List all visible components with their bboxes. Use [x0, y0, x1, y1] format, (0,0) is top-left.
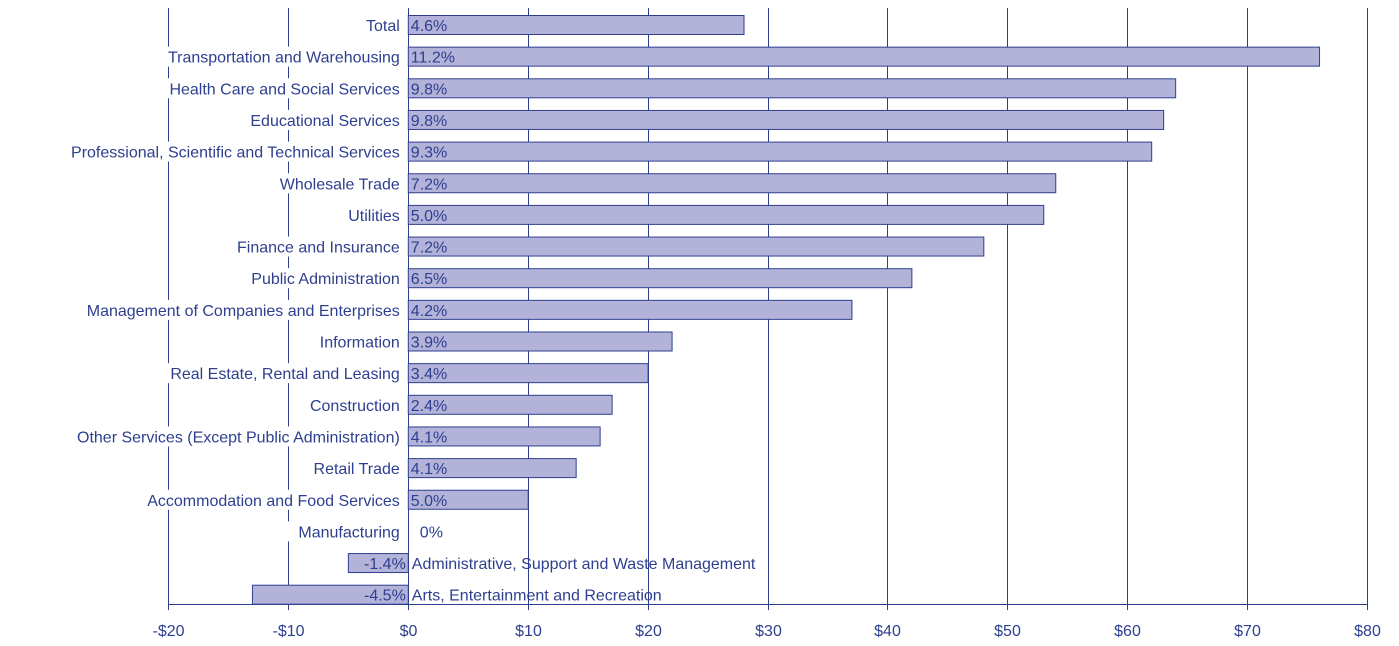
- category-label-bg: [8, 426, 406, 447]
- data-label-1: 11.2%: [411, 50, 455, 67]
- data-label-9: 4.2%: [411, 303, 447, 320]
- category-label-bg: [217, 236, 406, 257]
- data-label-7: 7.2%: [411, 240, 447, 257]
- bar-3: [407, 109, 1165, 130]
- data-label-4: 9.3%: [411, 145, 447, 162]
- category-label-bg: [138, 46, 406, 67]
- data-label-10: 3.9%: [411, 335, 447, 352]
- data-label-14: 4.1%: [411, 461, 447, 478]
- x-tick-label-2: $0: [400, 623, 418, 640]
- data-label-16: 0%: [420, 524, 443, 541]
- x-tick-label-1: -$10: [272, 623, 304, 640]
- category-label-bg: [225, 109, 406, 130]
- category-label-13: Other Services (Except Public Administra…: [77, 429, 400, 446]
- category-label-bg: [0, 141, 406, 162]
- bar-14: [407, 458, 577, 479]
- category-label-15: Accommodation and Food Services: [147, 493, 400, 510]
- x-tick-label-5: $30: [755, 623, 782, 640]
- bar-2: [407, 78, 1177, 99]
- category-label-bg: [321, 204, 406, 225]
- data-label-18: -4.5%: [364, 588, 406, 605]
- category-label-bg: [295, 394, 406, 415]
- bar-13: [407, 426, 601, 447]
- bar-5: [407, 173, 1057, 194]
- data-label-13: 4.1%: [411, 429, 447, 446]
- bar-6: [407, 204, 1045, 225]
- x-tick-label-7: $50: [994, 623, 1021, 640]
- category-label-16: Manufacturing: [298, 524, 399, 541]
- x-tick-label-0: -$20: [152, 623, 184, 640]
- category-label-bg: [304, 331, 406, 352]
- bar-17: [347, 553, 409, 574]
- x-tick-label-4: $20: [635, 623, 662, 640]
- category-label-3: Educational Services: [250, 113, 399, 130]
- data-label-17: -1.4%: [364, 556, 406, 573]
- category-label-4: Professional, Scientific and Technical S…: [71, 145, 400, 162]
- bars: [0, 15, 1321, 605]
- data-label-12: 2.4%: [411, 398, 447, 415]
- category-label-bg: [356, 15, 406, 35]
- category-label-17: Administrative, Support and Waste Manage…: [412, 556, 756, 573]
- bar-15: [407, 489, 529, 510]
- category-label-11: Real Estate, Rental and Leasing: [170, 366, 399, 383]
- bar-8: [407, 268, 913, 289]
- category-label-2: Health Care and Social Services: [169, 81, 399, 98]
- category-label-10: Information: [320, 335, 400, 352]
- category-label-bg: [130, 489, 406, 510]
- data-label-11: 3.4%: [411, 366, 447, 383]
- category-label-5: Wholesale Trade: [280, 176, 400, 193]
- category-label-bg: [217, 268, 406, 289]
- bar-12: [407, 394, 613, 415]
- category-label-6: Utilities: [348, 208, 400, 225]
- category-label-bg: [130, 78, 406, 99]
- data-label-5: 7.2%: [411, 176, 447, 193]
- bar-9: [407, 299, 853, 320]
- x-tick-label-3: $10: [515, 623, 542, 640]
- category-label-18: Arts, Entertainment and Recreation: [412, 588, 662, 605]
- data-label-2: 9.8%: [411, 81, 447, 98]
- category-label-7: Finance and Insurance: [237, 240, 400, 257]
- x-tick-label-9: $70: [1234, 623, 1261, 640]
- bar-0: [407, 15, 745, 35]
- x-axis: -$20 -$10 $0 $10 $20 $30 $40 $50 $60 $70 $80: [152, 604, 1381, 640]
- bar-7: [407, 236, 985, 257]
- category-label-bg: [269, 173, 406, 194]
- category-label-bg: [286, 521, 406, 542]
- bar-4: [407, 141, 1153, 162]
- category-label-bg: [130, 363, 406, 384]
- category-label-1: Transportation and Warehousing: [168, 50, 400, 67]
- data-label-8: 6.5%: [411, 271, 447, 288]
- bar-1: [407, 46, 1321, 67]
- category-label-14: Retail Trade: [314, 461, 400, 478]
- bar-11: [407, 363, 649, 384]
- data-label-3: 9.8%: [411, 113, 447, 130]
- x-tick-label-10: $80: [1354, 623, 1381, 640]
- x-tick-label-8: $60: [1114, 623, 1141, 640]
- category-label-8: Public Administration: [251, 271, 400, 288]
- bar-10: [407, 331, 673, 352]
- category-label-9: Management of Companies and Enterprises: [87, 303, 400, 320]
- x-tick-label-6: $40: [874, 623, 901, 640]
- category-label-0: Total: [366, 18, 400, 35]
- data-label-15: 5.0%: [411, 493, 447, 510]
- data-label-0: 4.6%: [411, 18, 447, 35]
- category-label-12: Construction: [310, 398, 400, 415]
- category-label-bg: [60, 299, 406, 320]
- category-label-bg: [295, 458, 406, 479]
- data-label-6: 5.0%: [411, 208, 447, 225]
- labels: Total 4.6% Transportation and Warehousing 1…: [71, 18, 756, 605]
